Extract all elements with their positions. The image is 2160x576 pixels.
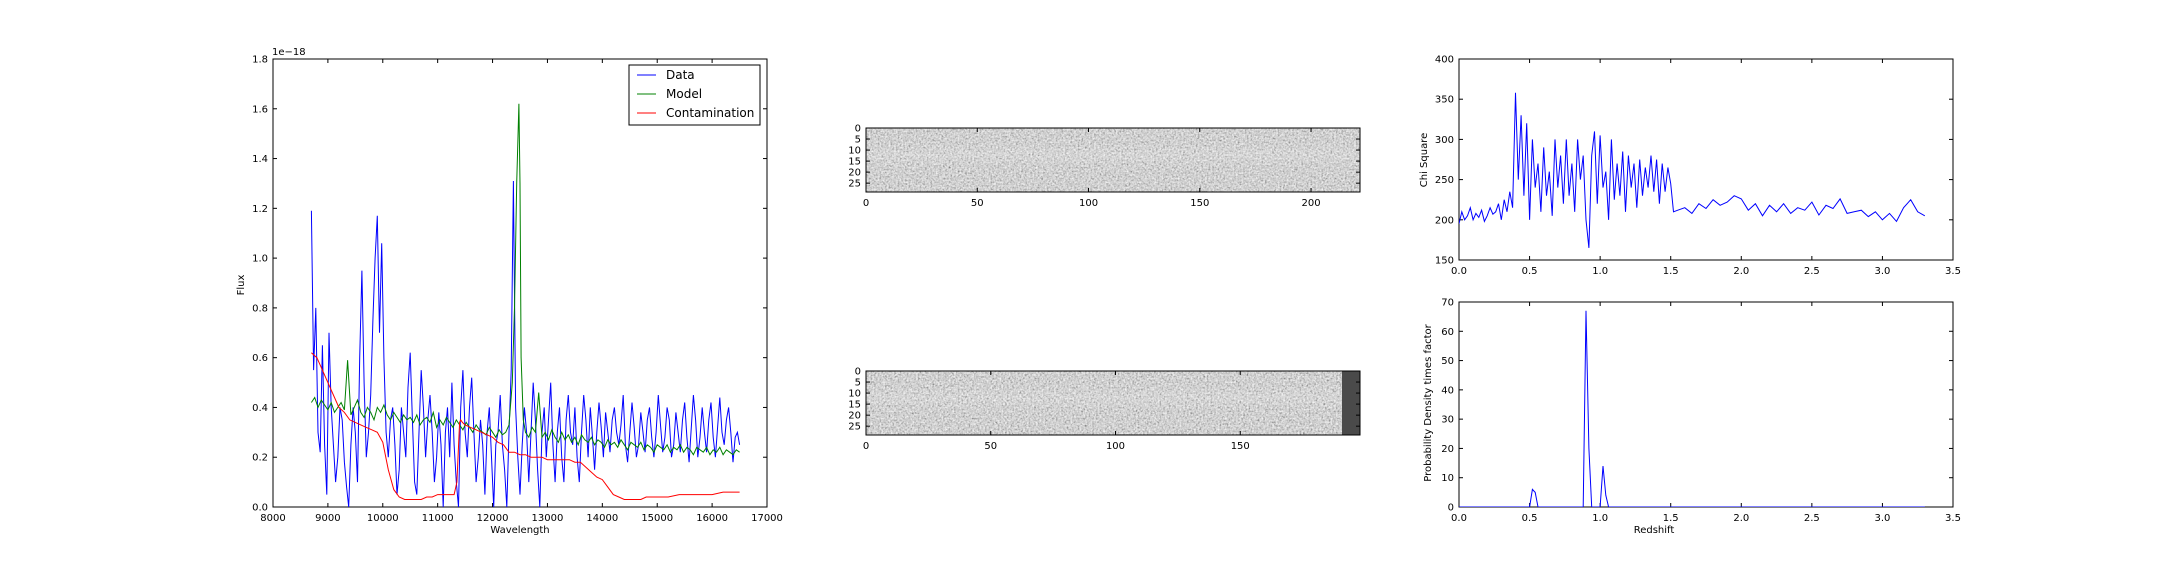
image1-xtick-label: 150 [1190, 198, 1209, 209]
legend-contamination-label: Contamination [666, 106, 754, 120]
chisq-xtick-label: 1.5 [1663, 266, 1679, 277]
spectrum-xtick-label: 14000 [586, 513, 618, 524]
pdf-xtick-label: 1.0 [1592, 513, 1608, 524]
image1-ytick-label: 0 [855, 124, 861, 135]
chisq-ytick-label: 200 [1435, 215, 1454, 226]
chisq-ytick-label: 150 [1435, 256, 1454, 267]
spectrum-ytick-label: 1.4 [252, 154, 268, 165]
spectrum-xtick-label: 11000 [422, 513, 454, 524]
image2-xtick-label: 150 [1231, 441, 1250, 452]
pdf-ytick-label: 30 [1441, 415, 1454, 426]
pdf-xtick-label: 1.5 [1663, 513, 1679, 524]
chisq-xtick-label: 0.0 [1451, 266, 1467, 277]
pdf-xtick-label: 3.0 [1874, 513, 1890, 524]
image2-masked-columns [1342, 371, 1360, 435]
pdf-ytick-label: 50 [1441, 356, 1454, 367]
pdf-xtick-label: 0.0 [1451, 513, 1467, 524]
image1-xtick-label: 50 [971, 198, 984, 209]
image2-ytick-label: 5 [855, 378, 861, 389]
spectrum-xtick-label: 17000 [751, 513, 783, 524]
pdf-ytick-label: 40 [1441, 385, 1454, 396]
image1-trace [866, 143, 1360, 167]
image2-ytick-label: 25 [848, 422, 861, 433]
chisq-ytick-label: 400 [1435, 55, 1454, 66]
image2-ytick-label: 10 [848, 389, 861, 400]
image1-ytick-label: 15 [848, 157, 861, 168]
spectrum-xtick-label: 9000 [315, 513, 340, 524]
pdf-frame [1459, 302, 1953, 507]
image2-ytick-label: 15 [848, 400, 861, 411]
spectrum-ytick-label: 1.6 [252, 104, 268, 115]
spectrum-xtick-label: 8000 [260, 513, 285, 524]
spectrum-xtick-label: 13000 [532, 513, 564, 524]
spectrum-ytick-label: 0.6 [252, 353, 268, 364]
chisq-series-0-line [1459, 93, 1925, 248]
pdf-xtick-label: 2.0 [1733, 513, 1749, 524]
spectrum-ytick-label: 1.2 [252, 204, 268, 215]
spectrum-xtick-label: 16000 [696, 513, 728, 524]
image2-xtick-label: 100 [1106, 441, 1125, 452]
spectrum-xtick-label: 15000 [641, 513, 673, 524]
chisq-xtick-label: 2.5 [1804, 266, 1820, 277]
image2-xtick-label: 0 [863, 441, 869, 452]
chisq-xtick-label: 3.0 [1874, 266, 1890, 277]
spectrum-frame [273, 59, 767, 507]
image1-xtick-label: 100 [1079, 198, 1098, 209]
legend-model-label: Model [666, 87, 702, 101]
spectrum-ytick-label: 0.4 [252, 403, 268, 414]
image2-trace [866, 386, 1360, 410]
spectrum-xtick-label: 12000 [477, 513, 509, 524]
chisq-xtick-label: 3.5 [1945, 266, 1961, 277]
spectrum-ytick-label: 1.8 [252, 55, 268, 66]
chisq-ytick-label: 300 [1435, 135, 1454, 146]
pdf-xtick-label: 2.5 [1804, 513, 1820, 524]
spectrum-ytick-label: 1.0 [252, 254, 268, 265]
spectrum-model-line [311, 104, 739, 455]
legend: Data Model Contamination [629, 65, 760, 125]
spectrum-ylabel: Flux [236, 275, 247, 296]
spectrum-xtick-label: 10000 [367, 513, 399, 524]
spectrum-xlabel: Wavelength [490, 525, 549, 536]
chisq-ytick-label: 350 [1435, 95, 1454, 106]
image1-ytick-label: 10 [848, 146, 861, 157]
pdf-series-0-line [1459, 311, 1925, 507]
pdf-xlabel: Redshift [1634, 525, 1675, 536]
pdf-ytick-label: 60 [1441, 327, 1454, 338]
image1-ytick-label: 20 [848, 168, 861, 179]
image1-ytick-label: 5 [855, 135, 861, 146]
probability-density-plot: 0.0 0.5 1.0 1.5 2.0 2.5 3.0 3.5 0 10 20 30 40 50 60 70 [1441, 298, 1961, 525]
pdf-ytick-label: 10 [1441, 473, 1454, 484]
pdf-ytick-label: 20 [1441, 444, 1454, 455]
pdf-xtick-label: 0.5 [1522, 513, 1538, 524]
spectrum-ytick-label: 0.8 [252, 303, 268, 314]
chi-square-plot: 0.0 0.5 1.0 1.5 2.0 2.5 3.0 3.5 150 200 250 300 350 4… [1435, 55, 1961, 278]
image1-xtick-label: 200 [1301, 198, 1320, 209]
chisq-ytick-label: 250 [1435, 175, 1454, 186]
spectrum-offset-text: 1e−18 [272, 47, 306, 58]
chisq-xtick-label: 0.5 [1522, 266, 1538, 277]
spectrum-ytick-label: 0.2 [252, 453, 268, 464]
pdf-ytick-label: 0 [1448, 503, 1454, 514]
legend-data-label: Data [666, 68, 695, 82]
image2-ytick-label: 20 [848, 411, 861, 422]
image1-ytick-label: 25 [848, 179, 861, 190]
spectrum-ytick-label: 0.0 [252, 503, 268, 514]
image2-xtick-label: 50 [984, 441, 997, 452]
pdf-ylabel: Probability Density times factor [1423, 323, 1434, 481]
chisq-xtick-label: 1.0 [1592, 266, 1608, 277]
image1-xtick-label: 0 [863, 198, 869, 209]
spectrum-data-line [311, 181, 739, 507]
pdf-xtick-label: 3.5 [1945, 513, 1961, 524]
image2-ytick-label: 0 [855, 367, 861, 378]
chisq-ylabel: Chi Square [1419, 133, 1430, 187]
chisq-xtick-label: 2.0 [1733, 266, 1749, 277]
pdf-ytick-label: 70 [1441, 298, 1454, 309]
